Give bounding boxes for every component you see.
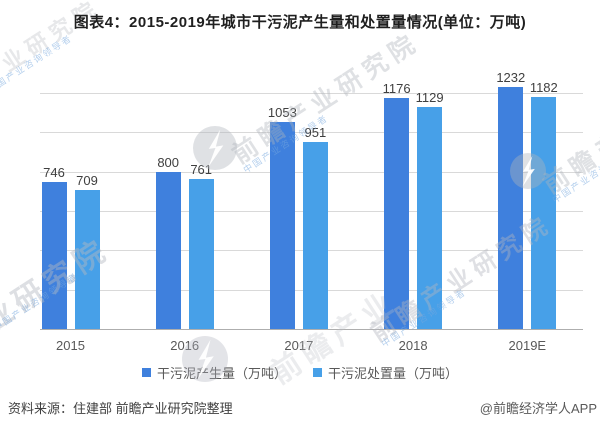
plot-area: 746 709 800 761 1053 951 1176 1129 1232 1182 bbox=[40, 70, 583, 330]
bar-2018-series2 bbox=[417, 107, 443, 329]
x-axis-labels: 2015 2016 2017 2018 2019E bbox=[40, 338, 583, 354]
x-axis-label-2015: 2015 bbox=[56, 338, 85, 353]
bar-2019E-series2 bbox=[531, 97, 557, 329]
bar-value-label: 1176 bbox=[382, 81, 411, 96]
credit-text: @前瞻经济学人APP bbox=[479, 401, 597, 416]
bar-value-label: 800 bbox=[157, 155, 180, 170]
chart-footer: 资料来源：住建部 前瞻产业研究院整理 @前瞻经济学人APP bbox=[8, 398, 597, 417]
bar-2017-series1 bbox=[269, 122, 295, 329]
data-source-text: 资料来源：住建部 前瞻产业研究院整理 bbox=[8, 401, 233, 416]
legend-label-produced: 干污泥产生量（万吨） bbox=[156, 366, 287, 381]
bar-value-label: 1232 bbox=[496, 70, 526, 85]
x-axis-label-2018: 2018 bbox=[398, 338, 428, 353]
bar-value-label: 746 bbox=[43, 165, 65, 180]
legend-swatch-produced bbox=[141, 368, 151, 377]
gridline bbox=[40, 93, 583, 94]
bar-value-label: 709 bbox=[76, 173, 98, 188]
chart-title: 图表4：2015-2019年城市干污泥产生量和处置量情况(单位：万吨) bbox=[73, 14, 527, 31]
x-axis-label-2017: 2017 bbox=[284, 338, 314, 353]
bar-value-label: 1053 bbox=[267, 105, 297, 120]
chart-legend: 干污泥产生量（万吨） 干污泥处置量（万吨） bbox=[0, 363, 600, 382]
legend-item-disposed: 干污泥处置量（万吨） bbox=[313, 363, 458, 382]
gridline bbox=[40, 132, 583, 133]
x-axis-label-2016: 2016 bbox=[170, 338, 200, 353]
bar-2016-series2 bbox=[188, 179, 214, 329]
bar-value-label: 1129 bbox=[415, 90, 444, 105]
bar-value-label: 951 bbox=[304, 125, 327, 140]
bar-2015-series1 bbox=[41, 182, 67, 329]
x-axis-line bbox=[40, 329, 583, 330]
watermark-tagline-text: 中国产业咨询领导者 bbox=[0, 32, 75, 96]
legend-item-produced: 干污泥产生量（万吨） bbox=[141, 363, 287, 382]
bar-2015-series2 bbox=[74, 190, 100, 329]
legend-label-disposed: 干污泥处置量（万吨） bbox=[328, 366, 459, 381]
legend-swatch-disposed bbox=[313, 368, 322, 377]
bar-value-label: 1182 bbox=[529, 80, 558, 95]
x-axis-label-2019E: 2019E bbox=[508, 338, 547, 353]
bar-2017-series2 bbox=[302, 142, 328, 329]
bar-value-label: 761 bbox=[190, 162, 213, 177]
bar-2019E-series1 bbox=[498, 87, 524, 329]
bar-2016-series1 bbox=[155, 172, 181, 329]
bar-2018-series1 bbox=[384, 98, 410, 329]
